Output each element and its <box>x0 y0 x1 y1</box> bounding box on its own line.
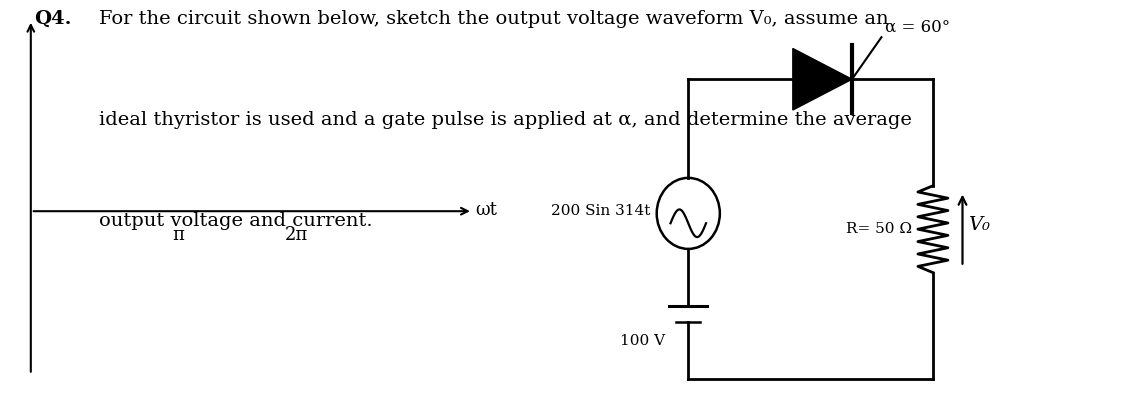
Text: For the circuit shown below, sketch the output voltage waveform V₀, assume an: For the circuit shown below, sketch the … <box>99 10 889 28</box>
Text: ideal thyristor is used and a gate pulse is applied at α, and determine the aver: ideal thyristor is used and a gate pulse… <box>99 111 912 129</box>
Polygon shape <box>793 48 852 110</box>
Text: 100 V: 100 V <box>620 334 665 348</box>
Text: ωt: ωt <box>476 201 497 219</box>
Text: π: π <box>172 226 184 245</box>
Text: R= 50 Ω: R= 50 Ω <box>846 222 912 236</box>
Text: V₀: V₀ <box>969 216 990 234</box>
Text: 2π: 2π <box>285 226 307 245</box>
Text: output voltage and current.: output voltage and current. <box>99 212 372 230</box>
Text: Q4.: Q4. <box>34 10 71 28</box>
Text: 200 Sin 314t: 200 Sin 314t <box>551 204 650 218</box>
Text: α = 60°: α = 60° <box>884 18 949 35</box>
